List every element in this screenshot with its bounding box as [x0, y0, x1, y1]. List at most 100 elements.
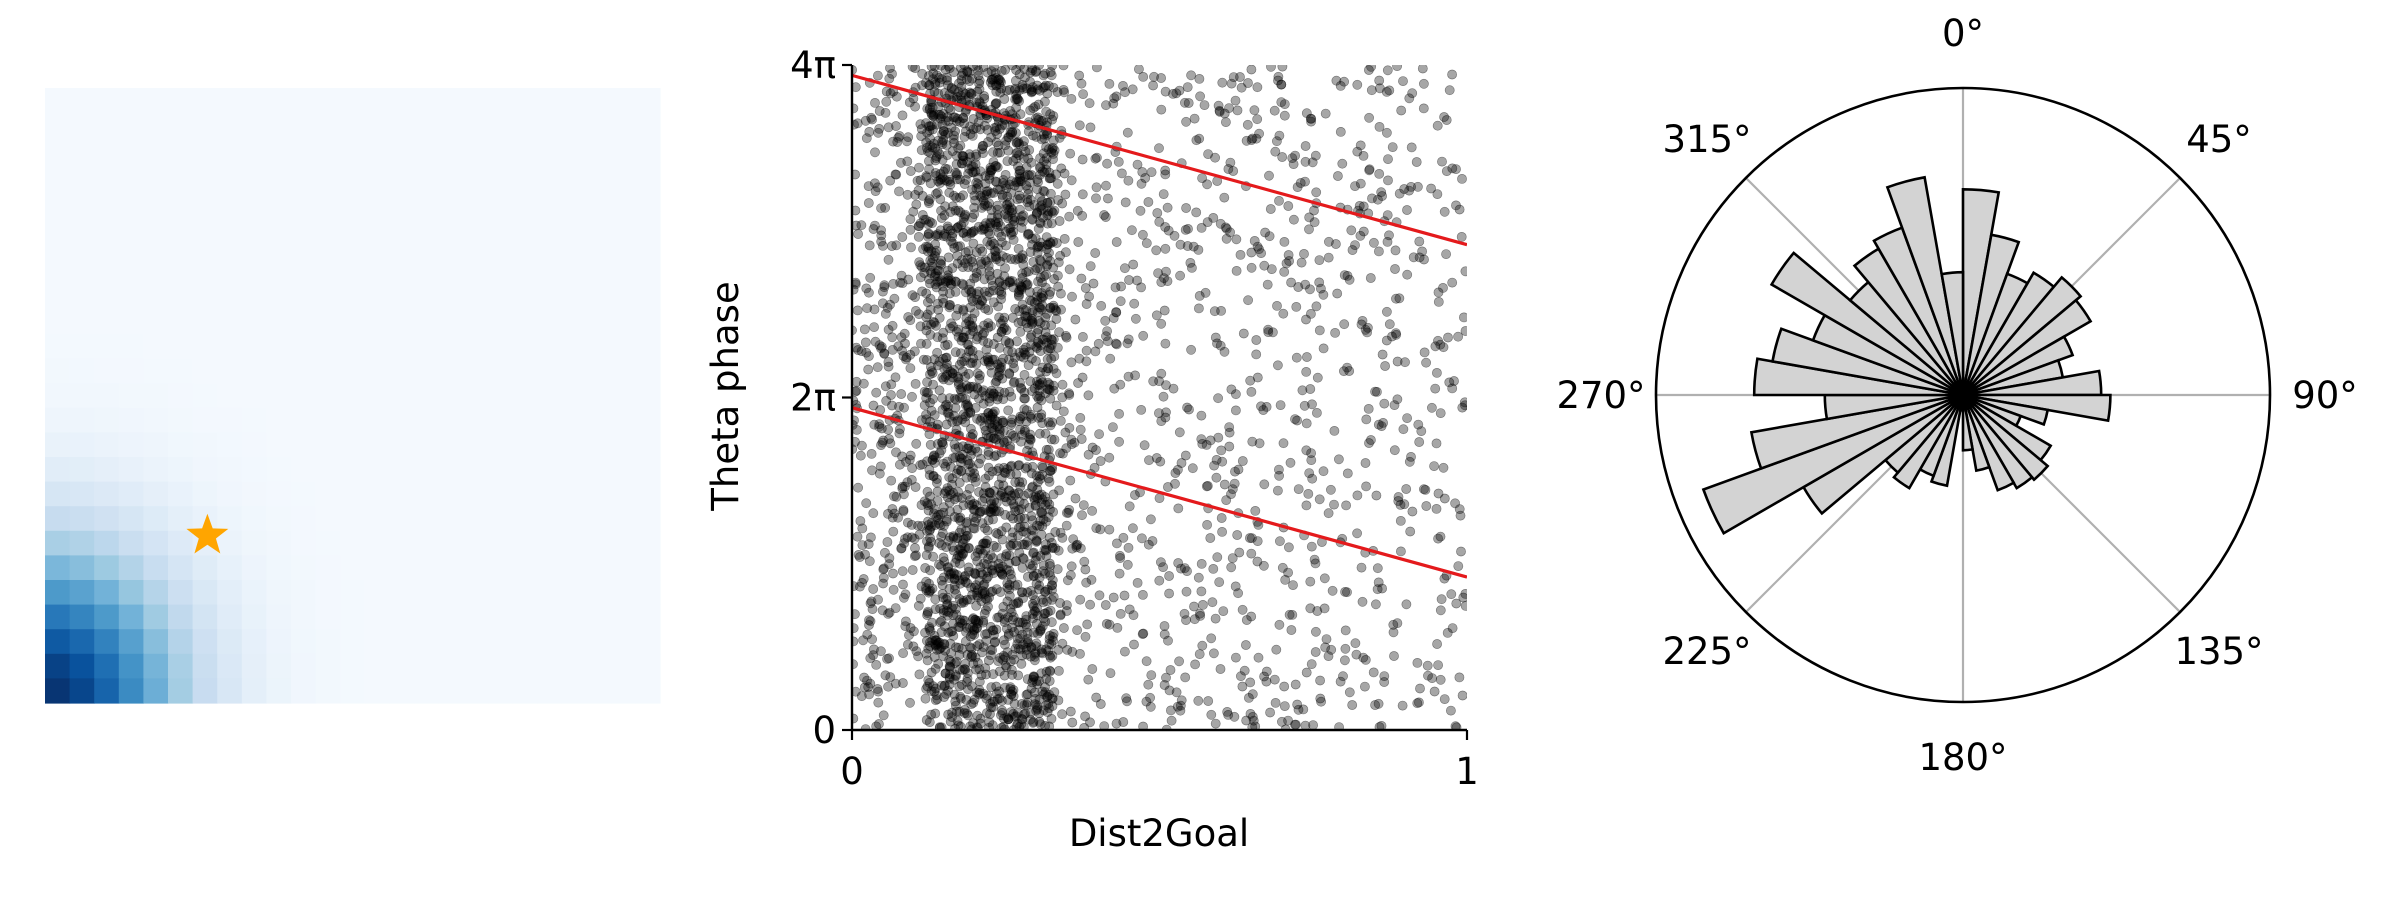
heatmap-cell: [414, 383, 439, 408]
scatter-point: [1347, 226, 1356, 235]
heatmap-cell: [242, 457, 267, 482]
scatter-point: [1315, 256, 1324, 265]
scatter-point: [1037, 507, 1046, 516]
scatter-point: [1253, 115, 1262, 124]
scatter-point: [1101, 181, 1110, 190]
heatmap-cell: [586, 629, 611, 654]
scatter-point: [863, 304, 872, 313]
heatmap-cell: [217, 88, 242, 113]
scatter-point: [1042, 309, 1051, 318]
scatter-point: [1432, 368, 1441, 377]
heatmap-cell: [168, 186, 193, 211]
scatter-point: [849, 104, 858, 113]
heatmap-cell: [635, 506, 660, 531]
scatter-point: [1431, 384, 1440, 393]
scatter-point: [1381, 361, 1390, 370]
scatter-point: [1165, 589, 1174, 598]
scatter-point: [1195, 134, 1204, 143]
heatmap-cell: [611, 678, 636, 703]
scatter-point: [1222, 496, 1231, 505]
heatmap-cell: [291, 211, 316, 236]
scatter-point: [1011, 557, 1020, 566]
scatter-point: [1174, 504, 1183, 513]
heatmap-cell: [340, 113, 365, 138]
heatmap-cell: [316, 408, 341, 433]
scatter-point: [1036, 392, 1045, 401]
scatter-point: [1206, 436, 1215, 445]
heatmap-cell: [45, 334, 70, 359]
heatmap-cell: [143, 162, 168, 187]
scatter-point: [1047, 148, 1056, 157]
scatter-point: [1032, 343, 1041, 352]
scatter-point: [903, 478, 912, 487]
scatter-point: [1294, 485, 1303, 494]
scatter-point: [897, 333, 906, 342]
heatmap-cell: [266, 309, 291, 334]
heatmap-cell: [463, 383, 488, 408]
scatter-point: [1423, 661, 1432, 670]
heatmap-cell: [635, 432, 660, 457]
heatmap-cell: [463, 457, 488, 482]
heatmap-cell: [70, 285, 95, 310]
scatter-point: [959, 114, 968, 123]
scatter-point: [1033, 308, 1042, 317]
scatter-point: [1194, 573, 1203, 582]
scatter-point: [1115, 569, 1124, 578]
scatter-point: [1113, 623, 1122, 632]
scatter-point: [1408, 507, 1417, 516]
scatter-point: [1383, 211, 1392, 220]
heatmap-cell: [217, 383, 242, 408]
scatter-point: [891, 121, 900, 130]
scatter-point: [997, 327, 1006, 336]
scatter-point: [993, 129, 1002, 138]
heatmap-cell: [512, 482, 537, 507]
heatmap-cell: [439, 88, 464, 113]
scatter-point: [1262, 402, 1271, 411]
scatter-point: [1443, 333, 1452, 342]
scatter-point: [938, 438, 947, 447]
scatter-point: [1005, 387, 1014, 396]
scatter-point: [1415, 237, 1424, 246]
heatmap-cell: [143, 285, 168, 310]
heatmap-cell: [45, 531, 70, 556]
heatmap-cell: [242, 629, 267, 654]
scatter-point: [1238, 605, 1247, 614]
scatter-point: [1182, 587, 1191, 596]
scatter-point: [1420, 348, 1429, 357]
scatter-point: [1138, 230, 1147, 239]
scatter-point: [864, 682, 873, 691]
scatter-point: [1016, 645, 1025, 654]
heatmap-cell: [291, 531, 316, 556]
scatter-point: [999, 354, 1008, 363]
scatter-point: [858, 541, 867, 550]
scatter-point: [1096, 699, 1105, 708]
scatter-point: [1224, 164, 1233, 173]
scatter-point: [864, 365, 873, 374]
scatter-point: [1396, 516, 1405, 525]
heatmap-cell: [168, 137, 193, 162]
heatmap-cell: [143, 309, 168, 334]
heatmap-cell: [537, 309, 562, 334]
heatmap-cell: [168, 236, 193, 261]
scatter-point: [1361, 655, 1370, 664]
heatmap-cell: [463, 506, 488, 531]
scatter-point: [985, 709, 994, 718]
heatmap-panel: [45, 88, 661, 704]
heatmap-cell: [316, 211, 341, 236]
scatter-point: [1065, 423, 1074, 432]
scatter-point: [1234, 465, 1243, 474]
heatmap-cell: [586, 137, 611, 162]
heatmap-cell: [439, 555, 464, 580]
scatter-point: [988, 515, 997, 524]
heatmap-cell: [143, 260, 168, 285]
scatter-point: [1342, 501, 1351, 510]
heatmap-cell: [291, 260, 316, 285]
scatter-point: [1345, 275, 1354, 284]
scatter-point: [973, 548, 982, 557]
scatter-point: [1029, 717, 1038, 726]
scatter-point: [1285, 610, 1294, 619]
scatter-point: [1140, 441, 1149, 450]
scatter-point: [1311, 627, 1320, 636]
heatmap-cell: [562, 555, 587, 580]
heatmap-cell: [242, 162, 267, 187]
